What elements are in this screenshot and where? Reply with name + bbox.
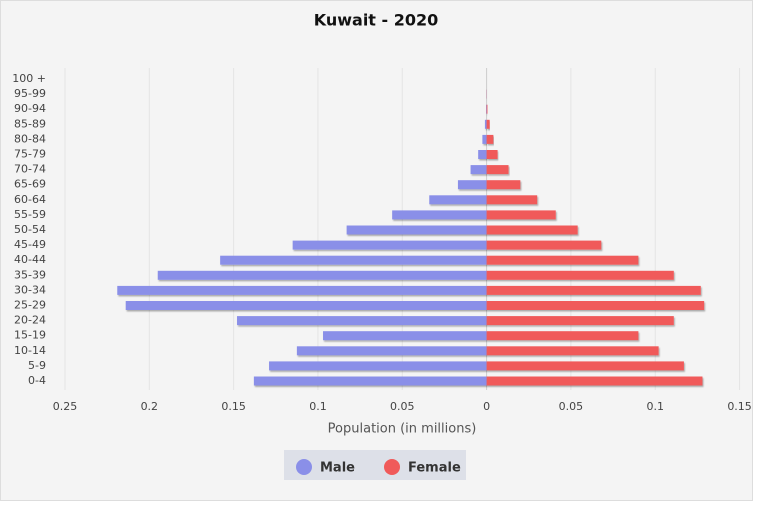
x-axis-title: Population (in millions) bbox=[328, 422, 477, 437]
bar bbox=[486, 104, 487, 114]
legend-marker[interactable] bbox=[384, 459, 400, 475]
bar bbox=[486, 331, 639, 341]
y-tick-label: 80-84 bbox=[14, 132, 46, 145]
x-tick-label: 0.1 bbox=[646, 400, 664, 413]
bar bbox=[157, 270, 487, 280]
bar bbox=[486, 346, 659, 356]
bar bbox=[482, 134, 487, 144]
legend-marker[interactable] bbox=[296, 459, 312, 475]
y-tick-label: 0-4 bbox=[28, 374, 46, 387]
bar bbox=[486, 225, 578, 235]
bar bbox=[486, 361, 684, 371]
bar bbox=[237, 316, 487, 326]
bar bbox=[486, 285, 701, 295]
bar bbox=[486, 104, 488, 114]
bar bbox=[486, 240, 602, 250]
chart-title: Kuwait - 2020 bbox=[314, 11, 439, 30]
y-tick-label: 30-34 bbox=[14, 283, 46, 296]
bar bbox=[486, 134, 494, 144]
bar bbox=[323, 331, 487, 341]
legend-box bbox=[284, 450, 466, 480]
x-tick-label: 0.15 bbox=[727, 400, 752, 413]
bar bbox=[478, 150, 487, 159]
bar bbox=[486, 119, 490, 129]
bar bbox=[486, 195, 538, 205]
x-tick-label: 0.05 bbox=[390, 400, 415, 413]
legend-label[interactable]: Male bbox=[320, 461, 355, 476]
y-tick-label: 35-39 bbox=[14, 268, 46, 281]
y-tick-label: 50-54 bbox=[14, 223, 46, 236]
legend-label[interactable]: Female bbox=[408, 461, 461, 476]
bar bbox=[486, 316, 674, 326]
x-tick-label: 0.15 bbox=[221, 400, 246, 413]
y-tick-label: 65-69 bbox=[14, 178, 46, 191]
y-tick-label: 85-89 bbox=[14, 117, 46, 130]
y-tick-label: 25-29 bbox=[14, 299, 46, 312]
bar bbox=[486, 255, 639, 265]
x-tick-label: 0.25 bbox=[53, 400, 78, 413]
y-tick-label: 95-99 bbox=[14, 87, 46, 100]
bar bbox=[486, 150, 498, 159]
bar bbox=[220, 255, 487, 265]
bar bbox=[457, 180, 487, 190]
bar bbox=[296, 346, 487, 356]
bar bbox=[292, 240, 487, 250]
x-tick-label: 0.2 bbox=[141, 400, 159, 413]
y-tick-label: 15-19 bbox=[14, 329, 46, 342]
x-tick-label: 0.1 bbox=[309, 400, 327, 413]
y-tick-label: 20-24 bbox=[14, 314, 46, 327]
bar bbox=[429, 195, 487, 205]
bar bbox=[117, 285, 487, 295]
bar bbox=[486, 301, 705, 310]
bar bbox=[486, 376, 703, 386]
y-tick-label: 90-94 bbox=[14, 102, 46, 115]
bar bbox=[486, 270, 674, 280]
bar bbox=[253, 376, 487, 386]
y-tick-label: 75-79 bbox=[14, 148, 46, 161]
x-tick-label: 0 bbox=[483, 400, 490, 413]
y-tick-label: 100 + bbox=[12, 72, 46, 85]
bar bbox=[486, 180, 521, 190]
y-tick-label: 40-44 bbox=[14, 253, 46, 266]
bar bbox=[269, 361, 487, 371]
y-tick-label: 55-59 bbox=[14, 208, 46, 221]
y-tick-label: 45-49 bbox=[14, 238, 46, 251]
bar bbox=[486, 210, 556, 220]
bar bbox=[484, 119, 487, 129]
bar bbox=[125, 301, 487, 310]
y-tick-label: 70-74 bbox=[14, 163, 46, 176]
y-tick-label: 5-9 bbox=[28, 359, 46, 372]
y-tick-label: 60-64 bbox=[14, 193, 46, 206]
bar bbox=[470, 165, 487, 175]
x-tick-label: 0.05 bbox=[559, 400, 584, 413]
y-tick-label: 10-14 bbox=[14, 344, 46, 357]
bar bbox=[486, 165, 509, 175]
bar bbox=[346, 225, 487, 235]
bar bbox=[392, 210, 487, 220]
